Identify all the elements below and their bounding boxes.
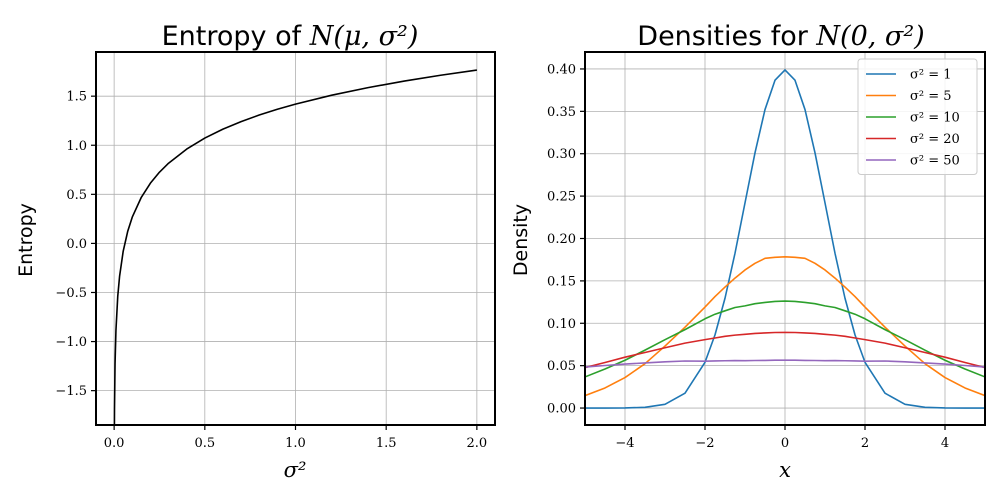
density-xtick-label: −4 — [615, 436, 634, 451]
density-ytick-label: 0.25 — [547, 190, 576, 205]
density-ytick-label: 0.20 — [547, 232, 576, 247]
entropy-chart-ticks: 0.0 0.5 1.0 1.5 2.0 −1.5 −1.0 −0.5 0.0 0.5 1.0 1.5 — [55, 90, 487, 451]
entropy-chart-xlabel: σ² — [284, 458, 307, 482]
density-xtick-label: 4 — [941, 436, 949, 451]
entropy-series-line-0 — [113, 69, 477, 425]
entropy-xtick-label: 2.0 — [467, 436, 488, 451]
density-xtick-label: 0 — [781, 436, 789, 451]
entropy-ytick-label: 0.5 — [66, 188, 87, 203]
density-chart-lines — [585, 69, 985, 409]
entropy-chart-ylabel: Entropy — [15, 203, 37, 277]
entropy-xtick-label: 0.5 — [194, 436, 215, 451]
entropy-xtick-label: 0.0 — [104, 436, 125, 451]
legend-label: σ² = 20 — [910, 132, 960, 147]
entropy-chart: Entropy of N(μ, σ²) 0.0 0.5 1.0 1.5 2.0 −1.5 −… — [15, 21, 496, 482]
legend-label: σ² = 50 — [910, 154, 960, 169]
entropy-ytick-label: −1.0 — [55, 335, 87, 350]
density-series-line-2 — [585, 300, 985, 378]
density-series-line-3 — [585, 331, 985, 369]
density-ytick-label: 0.35 — [547, 105, 576, 120]
entropy-ytick-label: −1.5 — [55, 384, 87, 399]
density-xtick-label: 2 — [861, 436, 869, 451]
entropy-chart-lines — [113, 69, 477, 425]
legend-label: σ² = 1 — [910, 68, 952, 83]
legend-label: σ² = 5 — [910, 89, 952, 104]
entropy-chart-grid — [96, 52, 495, 425]
density-chart-xlabel: x — [779, 458, 791, 482]
density-legend: σ² = 1 σ² = 5 σ² = 10 σ² = 20 σ² = 50 — [857, 58, 978, 175]
density-ytick-label: 0.10 — [547, 317, 576, 332]
density-ytick-label: 0.15 — [547, 274, 576, 289]
entropy-ytick-label: 1.0 — [66, 139, 87, 154]
entropy-ytick-label: 1.5 — [66, 90, 87, 105]
entropy-chart-title: Entropy of N(μ, σ²) — [162, 21, 419, 52]
legend-label: σ² = 10 — [910, 111, 960, 126]
density-series-line-4 — [585, 359, 985, 368]
density-xtick-label: −2 — [695, 436, 714, 451]
density-ytick-label: 0.05 — [547, 359, 576, 374]
entropy-ytick-label: −0.5 — [55, 286, 87, 301]
entropy-ytick-label: 0.0 — [66, 237, 87, 252]
density-series-line-0 — [585, 69, 985, 409]
density-ytick-label: 0.30 — [547, 147, 576, 162]
density-ytick-label: 0.40 — [547, 62, 576, 77]
density-ytick-label: 0.00 — [547, 402, 576, 417]
density-chart-ylabel: Density — [510, 204, 532, 276]
entropy-xtick-label: 1.0 — [285, 436, 306, 451]
density-chart-ticks: −4 −2 0 2 4 0.00 0.05 0.10 0.15 0.20 0.25 0.30 0.35 0… — [547, 62, 949, 451]
density-chart-title: Densities for N(0, σ²) — [637, 21, 924, 52]
density-chart: Densities for N(0, σ²) −4 −2 0 2 4 0.00 0.05 0.… — [510, 21, 986, 482]
legend-box — [857, 58, 978, 175]
entropy-xtick-label: 1.5 — [376, 436, 397, 451]
